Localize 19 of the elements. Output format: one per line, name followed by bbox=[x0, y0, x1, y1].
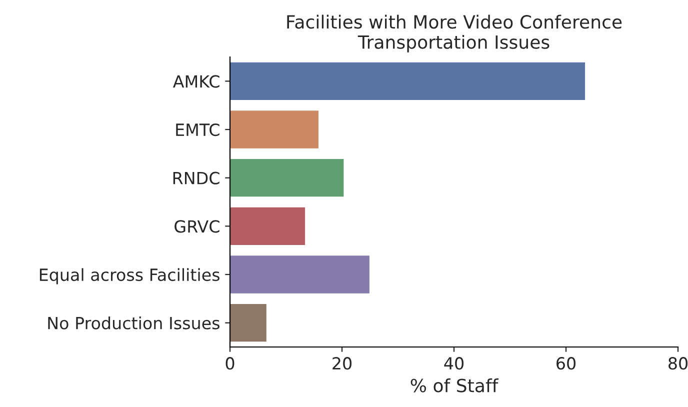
x-tick-label: 0 bbox=[226, 357, 234, 370]
bar bbox=[230, 304, 266, 342]
y-tick-label: RNDC bbox=[173, 172, 220, 184]
bar bbox=[230, 256, 370, 294]
y-tick-label: No Production Issues bbox=[48, 316, 220, 330]
x-axis-title: % of Staff bbox=[410, 378, 499, 392]
x-tick-label: 40 bbox=[444, 357, 464, 370]
x-tick-label: 80 bbox=[668, 357, 688, 370]
x-tick-label: 60 bbox=[556, 357, 576, 370]
chart-title: Facilities with More Video Conference Transportation Issues bbox=[287, 14, 622, 52]
x-tick-label: 20 bbox=[332, 357, 352, 370]
y-tick-label: GRVC bbox=[174, 220, 220, 233]
y-tick-label: Equal across Facilities bbox=[40, 268, 220, 284]
y-tick-label: AMKC bbox=[172, 75, 220, 88]
bar bbox=[230, 207, 306, 246]
bar bbox=[230, 110, 318, 148]
bar bbox=[230, 62, 586, 100]
bar bbox=[230, 158, 344, 197]
y-tick-label: EMTC bbox=[176, 123, 220, 136]
